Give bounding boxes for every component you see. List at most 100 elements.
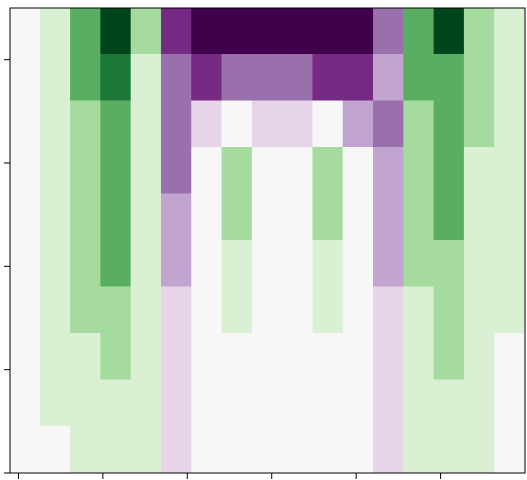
contour-cell	[463, 426, 496, 473]
contour-cell	[403, 426, 435, 473]
contour-cell	[342, 54, 375, 102]
contour-cell	[100, 8, 132, 55]
contour-cell	[221, 426, 253, 473]
contour-cell	[160, 426, 193, 473]
contour-cell	[373, 379, 405, 427]
contour-cell	[191, 286, 223, 334]
contour-cell	[463, 240, 496, 288]
contour-cell	[403, 333, 435, 381]
contour-cell	[70, 54, 102, 102]
contour-cell	[70, 8, 102, 55]
contour-cell	[130, 333, 162, 381]
contour-cell	[342, 333, 375, 381]
contour-cell	[100, 240, 132, 288]
contour-cell	[251, 379, 284, 427]
contour-cell	[221, 286, 253, 334]
contour-cell	[312, 193, 344, 241]
contour-cell	[282, 193, 314, 241]
contour-cell	[191, 333, 223, 381]
contour-cell	[221, 333, 253, 381]
contour-cell	[463, 8, 496, 55]
contour-cell	[39, 240, 72, 288]
contour-cell	[494, 286, 525, 334]
contour-cell	[160, 333, 193, 381]
contour-cell	[160, 100, 193, 148]
contour-cell	[433, 333, 465, 381]
contour-cell	[433, 193, 465, 241]
contour-cell	[433, 147, 465, 195]
contour-cell	[403, 379, 435, 427]
contour-cell	[312, 100, 344, 148]
contour-cell	[373, 240, 405, 288]
contour-cell	[282, 333, 314, 381]
contour-cell	[160, 286, 193, 334]
contour-cell	[251, 286, 284, 334]
contour-cell	[312, 426, 344, 473]
contour-cell	[39, 426, 72, 473]
contour-cell	[342, 8, 375, 55]
contour-cell	[10, 54, 41, 102]
contour-cell	[342, 147, 375, 195]
contour-cell	[10, 8, 41, 55]
contour-cell	[282, 100, 314, 148]
contour-cell	[342, 379, 375, 427]
contour-cell	[373, 54, 405, 102]
contour-cell	[191, 240, 223, 288]
contour-cell	[100, 147, 132, 195]
contour-cell	[494, 147, 525, 195]
contour-cell	[160, 147, 193, 195]
contour-cell	[282, 240, 314, 288]
contour-cell	[191, 426, 223, 473]
contour-cell	[251, 8, 284, 55]
contour-cell	[312, 379, 344, 427]
contour-cell	[433, 379, 465, 427]
contour-cell	[312, 8, 344, 55]
contour-cell	[373, 100, 405, 148]
contour-cell	[221, 8, 253, 55]
contour-cell	[342, 286, 375, 334]
contour-cell	[312, 54, 344, 102]
contour-cell	[373, 8, 405, 55]
contour-cell	[130, 193, 162, 241]
contour-cell	[433, 8, 465, 55]
contour-cell	[373, 426, 405, 473]
contour-cell	[403, 286, 435, 334]
contour-cell	[70, 193, 102, 241]
contour-cell	[494, 8, 525, 55]
contour-cell	[342, 240, 375, 288]
contour-cell	[463, 333, 496, 381]
contour-cell	[160, 379, 193, 427]
contour-cell	[494, 379, 525, 427]
contour-cell	[160, 54, 193, 102]
contour-cell	[373, 193, 405, 241]
contour-cell	[10, 379, 41, 427]
contour-cell	[100, 193, 132, 241]
contour-cell	[403, 100, 435, 148]
contour-cell	[70, 333, 102, 381]
contour-cell	[282, 54, 314, 102]
contour-cell	[282, 379, 314, 427]
contour-cell	[403, 147, 435, 195]
contour-cell	[130, 8, 162, 55]
contour-cell	[251, 240, 284, 288]
contour-cell	[130, 286, 162, 334]
contour-cell	[463, 147, 496, 195]
contour-cell	[282, 286, 314, 334]
contour-cell	[39, 147, 72, 195]
contour-cell	[10, 147, 41, 195]
contour-cell	[342, 100, 375, 148]
contour-cell	[463, 100, 496, 148]
contour-cell	[342, 426, 375, 473]
contour-cell	[282, 426, 314, 473]
contour-cell	[221, 147, 253, 195]
contour-cell	[100, 100, 132, 148]
contour-cell	[130, 379, 162, 427]
contour-cell	[463, 193, 496, 241]
contour-cell	[373, 333, 405, 381]
contour-cell	[312, 147, 344, 195]
contour-cell	[10, 100, 41, 148]
contour-cell	[10, 426, 41, 473]
contour-cell	[403, 193, 435, 241]
